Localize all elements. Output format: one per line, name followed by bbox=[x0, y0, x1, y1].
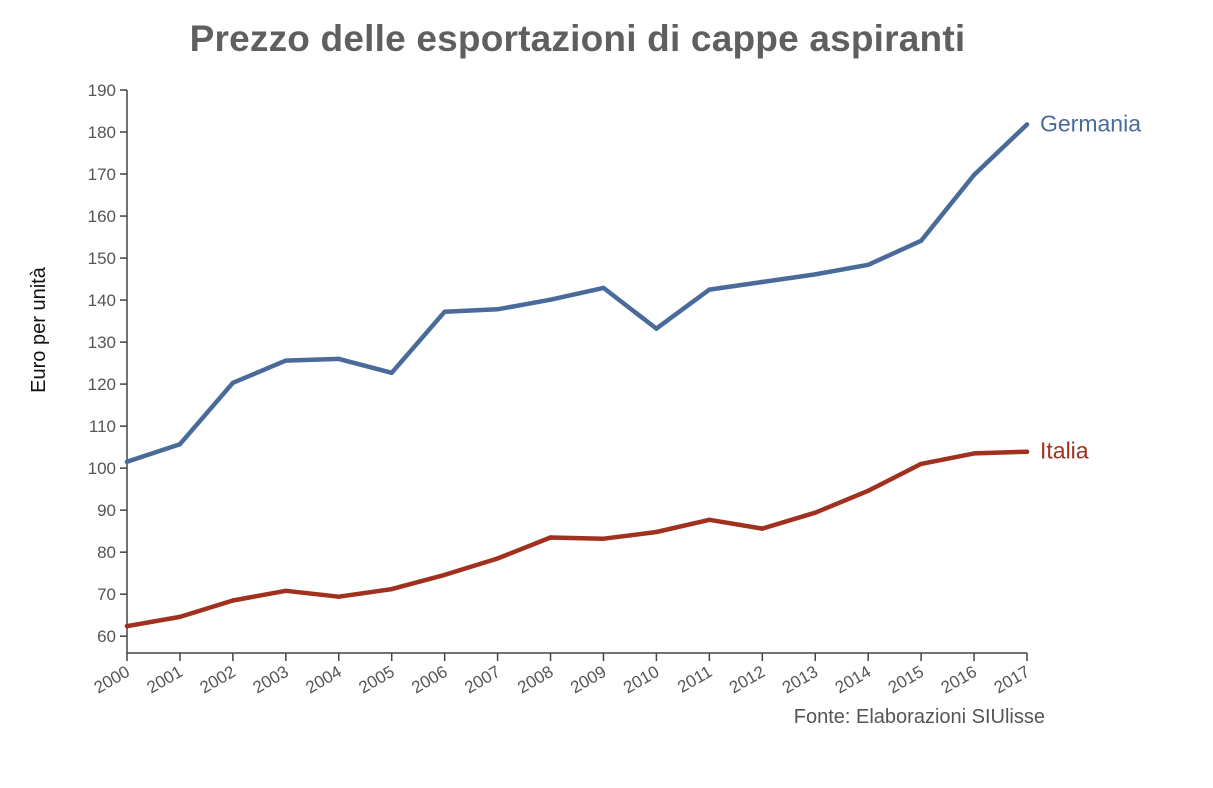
y-tick-label: 170 bbox=[88, 165, 116, 184]
data-point bbox=[336, 356, 341, 362]
data-point bbox=[177, 441, 183, 447]
y-tick-label: 110 bbox=[89, 417, 116, 436]
data-point bbox=[230, 598, 236, 603]
x-tick-label: 2005 bbox=[355, 662, 397, 697]
data-point bbox=[971, 172, 977, 178]
data-point bbox=[177, 614, 183, 620]
data-point bbox=[865, 262, 871, 267]
x-tick-label: 2013 bbox=[779, 662, 821, 697]
data-point bbox=[442, 309, 447, 315]
data-point bbox=[548, 297, 553, 302]
x-tick-label: 2000 bbox=[91, 662, 133, 697]
series-label-italia: Italia bbox=[1040, 438, 1089, 464]
data-point bbox=[601, 536, 606, 541]
y-tick-label: 180 bbox=[88, 123, 116, 142]
x-tick-label: 2012 bbox=[726, 662, 768, 697]
data-point bbox=[442, 572, 447, 578]
data-point bbox=[601, 285, 606, 291]
chart-title: Prezzo delle esportazioni di cappe aspir… bbox=[189, 18, 966, 59]
series-layer: Germania Italia bbox=[124, 110, 1141, 629]
y-axis: 60 70 80 90 100 110 120 130 140 150 160 170 180 190 bbox=[88, 81, 128, 653]
data-point bbox=[1024, 122, 1030, 127]
data-point bbox=[813, 272, 818, 277]
y-tick-label: 130 bbox=[88, 333, 116, 352]
x-tick-label: 2006 bbox=[408, 662, 450, 697]
data-point bbox=[230, 380, 236, 386]
data-point bbox=[548, 535, 553, 540]
source-note: Fonte: Elaborazioni SIUlisse bbox=[793, 706, 1045, 728]
x-axis: 2000 2001 2002 2003 2004 2005 2006 2007 2008 2009… bbox=[91, 652, 1033, 697]
data-point bbox=[865, 488, 871, 494]
data-point bbox=[124, 459, 130, 465]
y-tick-label: 140 bbox=[88, 291, 116, 310]
x-tick-label: 2016 bbox=[938, 662, 980, 697]
series-line-germania bbox=[124, 122, 1030, 465]
x-tick-label: 2014 bbox=[832, 662, 874, 697]
data-point bbox=[971, 451, 977, 456]
y-tick-label: 60 bbox=[97, 627, 116, 646]
data-point bbox=[918, 238, 924, 244]
x-tick-label: 2017 bbox=[991, 662, 1033, 697]
x-tick-label: 2010 bbox=[620, 662, 662, 697]
series-line-italia bbox=[124, 449, 1030, 629]
data-point bbox=[283, 358, 289, 363]
y-tick-label: 160 bbox=[88, 207, 116, 226]
x-tick-label: 2003 bbox=[250, 662, 292, 697]
x-tick-label: 2008 bbox=[514, 662, 556, 697]
data-point bbox=[918, 461, 924, 467]
data-point bbox=[654, 326, 659, 331]
data-point bbox=[389, 586, 394, 592]
data-point bbox=[336, 594, 341, 599]
x-tick-label: 2002 bbox=[197, 662, 239, 697]
y-tick-label: 70 bbox=[97, 585, 116, 604]
x-tick-label: 2015 bbox=[885, 662, 927, 697]
data-point bbox=[283, 588, 289, 594]
data-point bbox=[124, 623, 130, 629]
x-tick-label: 2011 bbox=[674, 662, 715, 697]
series-label-germania: Germania bbox=[1040, 110, 1141, 136]
data-point bbox=[495, 556, 500, 561]
data-point bbox=[760, 526, 765, 531]
data-point bbox=[389, 370, 394, 375]
data-point bbox=[1024, 449, 1030, 454]
data-point bbox=[654, 529, 659, 535]
y-tick-label: 190 bbox=[88, 81, 116, 100]
y-tick-label: 90 bbox=[97, 501, 116, 520]
y-axis-label: Euro per unità bbox=[28, 266, 50, 393]
data-point bbox=[495, 307, 500, 312]
x-tick-label: 2009 bbox=[567, 662, 609, 697]
data-point bbox=[707, 517, 712, 523]
data-point bbox=[760, 279, 765, 285]
data-point bbox=[813, 510, 818, 515]
y-tick-label: 150 bbox=[88, 249, 116, 268]
data-point bbox=[707, 287, 712, 292]
x-tick-label: 2007 bbox=[461, 662, 503, 697]
x-tick-label: 2004 bbox=[303, 662, 345, 697]
x-tick-label: 2001 bbox=[144, 662, 186, 697]
y-tick-label: 80 bbox=[97, 543, 116, 562]
y-tick-label: 100 bbox=[88, 459, 116, 478]
y-tick-label: 120 bbox=[88, 375, 116, 394]
